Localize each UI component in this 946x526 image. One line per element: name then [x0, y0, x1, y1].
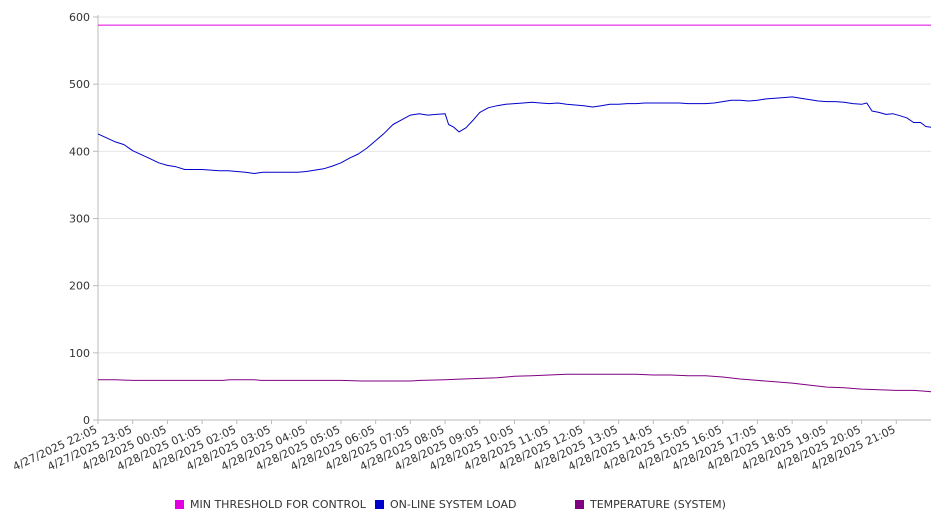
y-tick-label: 600 [69, 11, 90, 24]
y-tick-label: 400 [69, 145, 90, 158]
y-tick-label: 0 [83, 414, 90, 427]
legend-swatch-temperature [575, 500, 584, 509]
legend-item-temperature[interactable]: TEMPERATURE (SYSTEM) [575, 498, 726, 511]
series-lines [97, 24, 932, 393]
grid-lines [98, 16, 931, 421]
legend-label-temperature: TEMPERATURE (SYSTEM) [590, 498, 726, 511]
series-line-2 [98, 373, 932, 393]
series-line-1 [97, 96, 932, 174]
y-tick-label: 200 [69, 280, 90, 293]
legend-item-system-load[interactable]: ON-LINE SYSTEM LOAD [375, 498, 516, 511]
legend-label-min-threshold: MIN THRESHOLD FOR CONTROL [190, 498, 366, 511]
y-axis-ticks: 0 100 200 300 400 500 600 [69, 11, 98, 427]
legend-swatch-system-load [375, 500, 384, 509]
y-tick-label: 100 [69, 347, 90, 360]
y-tick-label: 300 [69, 213, 90, 226]
x-axis-ticks: 4/27/2025 22:054/27/2025 23:054/28/2025 … [11, 420, 898, 473]
legend-item-min-threshold[interactable]: MIN THRESHOLD FOR CONTROL [175, 498, 366, 511]
legend: MIN THRESHOLD FOR CONTROL ON-LINE SYSTEM… [0, 498, 946, 514]
legend-label-system-load: ON-LINE SYSTEM LOAD [390, 498, 517, 511]
legend-swatch-min-threshold [175, 500, 184, 509]
y-tick-label: 500 [69, 78, 90, 91]
axes [97, 15, 931, 421]
